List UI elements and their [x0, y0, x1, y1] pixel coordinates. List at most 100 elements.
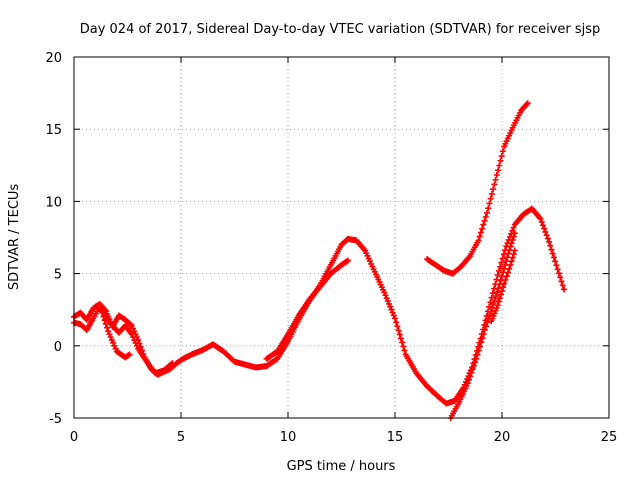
- data-point: [538, 219, 545, 226]
- data-point: [511, 247, 518, 254]
- data-point: [480, 331, 487, 338]
- data-point: [510, 233, 517, 240]
- data-point: [508, 240, 515, 247]
- data-point: [552, 258, 559, 265]
- data-point: [546, 238, 553, 245]
- data-point: [509, 254, 516, 261]
- data-point: [99, 309, 106, 316]
- data-point: [465, 376, 472, 383]
- data-point: [543, 232, 550, 239]
- data-point: [104, 324, 111, 331]
- series-4: [424, 100, 531, 277]
- series-3: [263, 257, 351, 362]
- data-point: [498, 259, 505, 266]
- axis-ticks: [73, 56, 610, 419]
- data-point: [484, 319, 491, 326]
- data-point: [537, 215, 544, 222]
- data-point: [548, 246, 555, 253]
- data-point: [507, 261, 514, 268]
- data-point: [491, 181, 498, 188]
- data-point: [389, 309, 396, 316]
- data-point: [486, 200, 493, 207]
- data-point: [483, 323, 490, 330]
- data-points: [71, 100, 568, 421]
- data-point: [497, 291, 504, 298]
- y-tick-label: 15: [45, 123, 62, 138]
- x-axis-label: GPS time / hours: [287, 459, 396, 474]
- data-point: [477, 229, 484, 236]
- data-point: [504, 269, 511, 276]
- data-point: [383, 295, 390, 302]
- plot-frame: [73, 56, 610, 419]
- x-tick-label: 0: [70, 430, 78, 445]
- x-tick-label: 25: [601, 430, 618, 445]
- grid: [74, 57, 609, 418]
- data-point: [474, 351, 481, 358]
- data-point: [386, 300, 393, 307]
- data-point: [492, 176, 499, 183]
- data-point: [524, 100, 531, 107]
- data-point: [478, 339, 485, 346]
- data-point: [510, 224, 517, 231]
- data-point: [502, 261, 509, 268]
- data-point: [506, 247, 513, 254]
- data-point: [558, 278, 565, 285]
- y-tick-label: 5: [54, 268, 62, 283]
- data-point: [495, 267, 502, 274]
- data-point: [508, 258, 515, 265]
- data-point: [550, 254, 557, 261]
- data-point: [480, 221, 487, 228]
- data-point: [490, 186, 497, 193]
- data-point: [495, 285, 502, 292]
- data-point: [481, 217, 488, 224]
- data-point: [485, 205, 492, 212]
- data-point: [509, 236, 516, 243]
- data-point: [555, 270, 562, 277]
- x-tick-labels: 0 5 10 15 20 25: [70, 430, 617, 445]
- data-point: [101, 317, 108, 324]
- data-point: [499, 148, 506, 155]
- data-point: [399, 339, 406, 346]
- y-tick-label: 20: [45, 51, 62, 66]
- data-point: [490, 300, 497, 307]
- data-point: [473, 355, 480, 362]
- data-point: [392, 315, 398, 322]
- data-point: [169, 360, 176, 367]
- series-6: [488, 247, 518, 325]
- data-point: [497, 157, 504, 164]
- data-point: [100, 313, 107, 320]
- series-5: [447, 230, 518, 421]
- data-point: [382, 292, 389, 299]
- data-point: [549, 250, 556, 257]
- data-point: [393, 319, 400, 326]
- data-point: [511, 230, 518, 237]
- data-point: [475, 237, 482, 244]
- data-point: [499, 287, 505, 294]
- data-point: [502, 276, 509, 283]
- data-point: [468, 369, 475, 376]
- x-tick-label: 5: [177, 430, 185, 445]
- data-point: [96, 302, 103, 309]
- y-axis-label: SDTVAR / TECUs: [7, 184, 22, 291]
- data-point: [470, 362, 477, 369]
- data-point: [384, 298, 391, 305]
- data-point: [388, 306, 395, 313]
- data-point: [488, 294, 495, 301]
- data-point: [497, 263, 504, 270]
- data-point: [501, 280, 508, 287]
- data-point: [498, 153, 505, 160]
- data-point: [500, 284, 507, 291]
- y-tick-label: 0: [54, 340, 62, 355]
- data-point: [126, 351, 133, 358]
- data-point: [493, 276, 500, 283]
- data-point: [539, 222, 546, 229]
- data-point: [475, 347, 482, 354]
- data-point: [482, 213, 489, 220]
- data-point: [501, 265, 508, 272]
- data-point: [541, 225, 548, 232]
- y-tick-label: 10: [45, 195, 62, 210]
- chart-title: Day 024 of 2017, Sidereal Day-to-day VTE…: [80, 22, 601, 37]
- data-point: [102, 320, 109, 327]
- data-point: [479, 335, 486, 342]
